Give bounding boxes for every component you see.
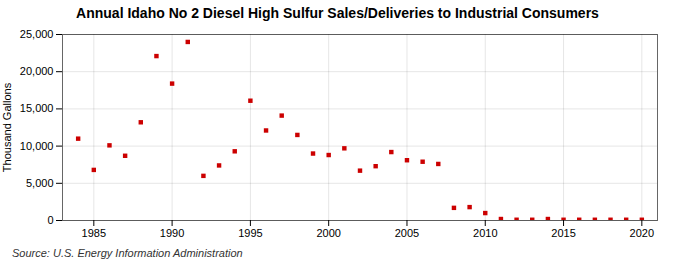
svg-text:1995: 1995 <box>238 227 262 239</box>
svg-text:Thousand Gallons: Thousand Gallons <box>1 82 13 172</box>
svg-text:2020: 2020 <box>630 227 654 239</box>
svg-text:10,000: 10,000 <box>20 140 54 152</box>
svg-text:2005: 2005 <box>395 227 419 239</box>
svg-text:5,000: 5,000 <box>26 177 54 189</box>
svg-text:2015: 2015 <box>551 227 575 239</box>
svg-text:0: 0 <box>47 214 53 226</box>
svg-text:25,000: 25,000 <box>20 28 54 40</box>
svg-text:2010: 2010 <box>473 227 497 239</box>
html-text:Source: U.S. Energy Informatio: Source: U.S. Energy Information Administ… <box>12 247 243 259</box>
svg-text:2000: 2000 <box>316 227 340 239</box>
svg-text:1990: 1990 <box>160 227 184 239</box>
svg-text:20,000: 20,000 <box>20 65 54 77</box>
svg-text:15,000: 15,000 <box>20 102 54 114</box>
html-text:Annual Idaho No 2 Diesel High: Annual Idaho No 2 Diesel High Sulfur Sal… <box>76 5 599 21</box>
svg-text:1985: 1985 <box>82 227 106 239</box>
